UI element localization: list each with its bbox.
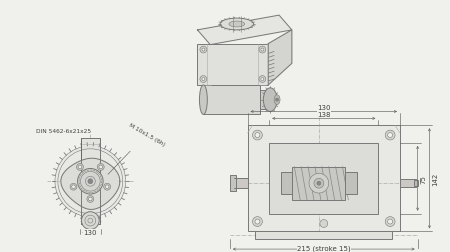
Bar bbox=[256, 231, 392, 239]
Circle shape bbox=[314, 179, 324, 188]
Circle shape bbox=[200, 76, 207, 83]
Circle shape bbox=[388, 133, 392, 138]
Text: 75: 75 bbox=[421, 174, 427, 183]
Bar bbox=[203, 86, 261, 115]
Circle shape bbox=[261, 49, 264, 52]
Polygon shape bbox=[268, 31, 292, 86]
Text: 130: 130 bbox=[84, 229, 97, 235]
Circle shape bbox=[261, 78, 264, 81]
Circle shape bbox=[99, 166, 103, 169]
Bar bbox=[198, 44, 268, 86]
Circle shape bbox=[81, 212, 99, 230]
Text: 130: 130 bbox=[317, 105, 331, 111]
Circle shape bbox=[255, 219, 260, 224]
Bar bbox=[261, 90, 268, 110]
Circle shape bbox=[388, 219, 392, 224]
Circle shape bbox=[78, 166, 82, 169]
Circle shape bbox=[55, 146, 126, 217]
Circle shape bbox=[87, 196, 94, 203]
Bar bbox=[292, 167, 346, 200]
Circle shape bbox=[252, 217, 262, 227]
Circle shape bbox=[259, 76, 266, 83]
Bar bbox=[81, 138, 100, 225]
Circle shape bbox=[317, 181, 321, 185]
Circle shape bbox=[200, 47, 207, 54]
Circle shape bbox=[320, 220, 328, 228]
Bar bbox=[269, 143, 378, 214]
Polygon shape bbox=[198, 16, 292, 45]
Circle shape bbox=[105, 185, 109, 189]
Bar bbox=[248, 126, 400, 231]
Text: DIN 5462-6x21x25: DIN 5462-6x21x25 bbox=[36, 128, 91, 159]
Bar bbox=[280, 173, 293, 194]
Circle shape bbox=[89, 197, 92, 201]
Text: 215 (stroke 15): 215 (stroke 15) bbox=[297, 245, 351, 251]
Circle shape bbox=[275, 99, 279, 102]
Circle shape bbox=[72, 185, 75, 189]
Bar bbox=[400, 180, 416, 187]
Circle shape bbox=[76, 164, 83, 171]
Circle shape bbox=[259, 47, 266, 54]
Bar bbox=[346, 173, 357, 194]
Bar bbox=[414, 180, 418, 186]
Ellipse shape bbox=[229, 22, 245, 28]
Ellipse shape bbox=[199, 86, 207, 115]
Circle shape bbox=[97, 164, 104, 171]
Text: M 10x1.5 (6h): M 10x1.5 (6h) bbox=[108, 122, 166, 175]
Circle shape bbox=[309, 174, 328, 193]
Circle shape bbox=[385, 131, 395, 140]
Circle shape bbox=[104, 183, 111, 191]
Circle shape bbox=[77, 169, 103, 194]
Text: 138: 138 bbox=[317, 112, 331, 118]
Polygon shape bbox=[61, 159, 120, 210]
Ellipse shape bbox=[274, 95, 280, 105]
Text: 142: 142 bbox=[432, 172, 438, 185]
Bar bbox=[230, 176, 236, 191]
Ellipse shape bbox=[263, 88, 277, 112]
Circle shape bbox=[385, 217, 395, 227]
Circle shape bbox=[255, 133, 260, 138]
Bar bbox=[81, 138, 100, 225]
Bar bbox=[234, 179, 248, 188]
Circle shape bbox=[88, 179, 93, 184]
Ellipse shape bbox=[220, 19, 253, 31]
Circle shape bbox=[202, 49, 205, 52]
Circle shape bbox=[70, 183, 77, 191]
Circle shape bbox=[202, 78, 205, 81]
Circle shape bbox=[252, 131, 262, 140]
